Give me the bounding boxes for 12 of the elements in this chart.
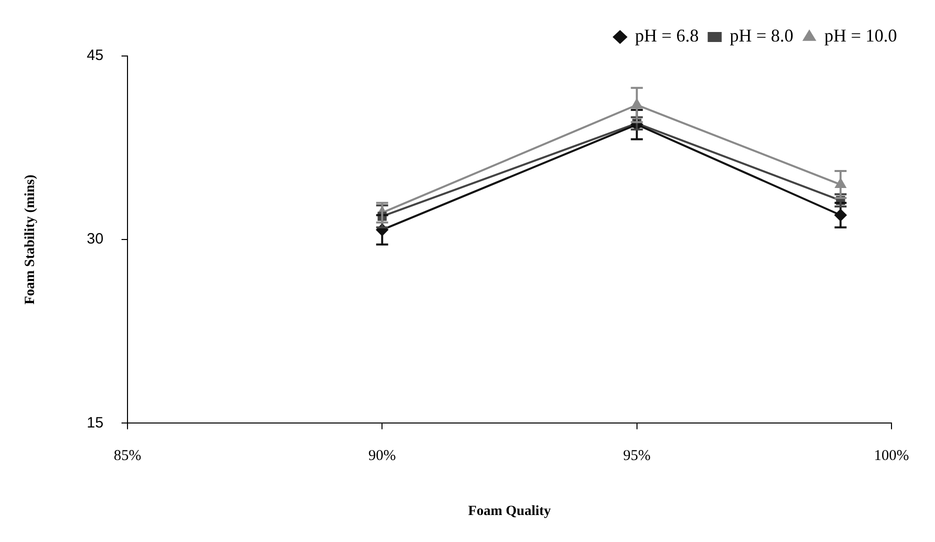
x-tick-label: 95% (623, 448, 651, 464)
x-tick-label: 85% (114, 448, 142, 464)
x-axis-title: Foam Quality (468, 504, 551, 520)
legend-label: pH = 8.0 (730, 26, 794, 46)
legend-label: pH = 6.8 (635, 26, 699, 46)
y-axis-title: Foam Stability (mins) (23, 174, 38, 305)
y-tick-label: 45 (86, 47, 104, 64)
x-tick-label: 90% (368, 448, 396, 464)
x-tick-label: 100% (874, 448, 909, 464)
legend-label: pH = 10.0 (824, 26, 898, 46)
y-tick-label: 15 (86, 414, 104, 432)
y-tick-label: 30 (86, 230, 104, 248)
